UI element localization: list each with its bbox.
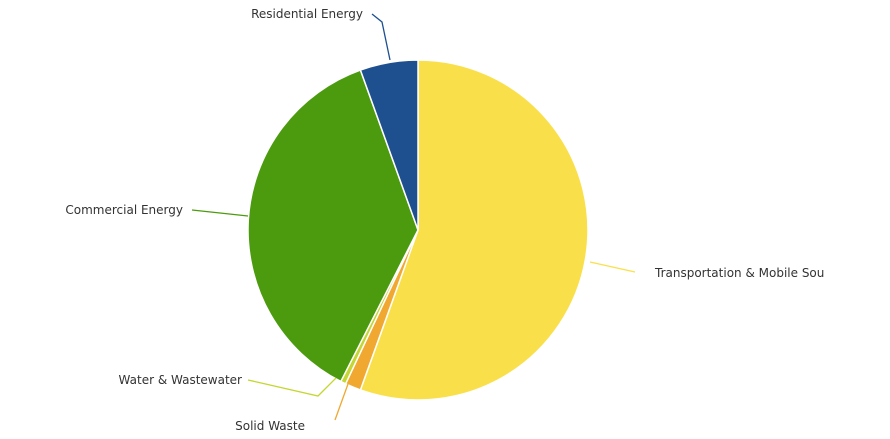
pie-slice-commercial-energy[interactable] [247, 69, 419, 383]
label-residential-energy: Residential Energy [251, 7, 363, 21]
connector-commercial-energy [191, 209, 249, 217]
connector-solid-waste [334, 383, 349, 421]
slice-labels: Transportation & Mobile Sou Solid Waste Wa… [65, 7, 824, 433]
label-connectors [191, 13, 636, 421]
pie-slice-residential-energy[interactable] [359, 59, 419, 231]
connector-residential-energy [371, 13, 391, 61]
label-water-wastewater: Water & Wastewater [119, 373, 243, 387]
pie-slice-transportation-mobile-sources[interactable] [359, 59, 589, 401]
label-solid-waste: Solid Waste [235, 419, 305, 433]
pie-slices [247, 59, 589, 401]
connector-water-wastewater [247, 377, 337, 397]
connector-transportation-mobile-sources [589, 261, 636, 273]
label-commercial-energy: Commercial Energy [65, 203, 183, 217]
label-transportation-mobile-sources: Transportation & Mobile Sou [654, 266, 824, 280]
